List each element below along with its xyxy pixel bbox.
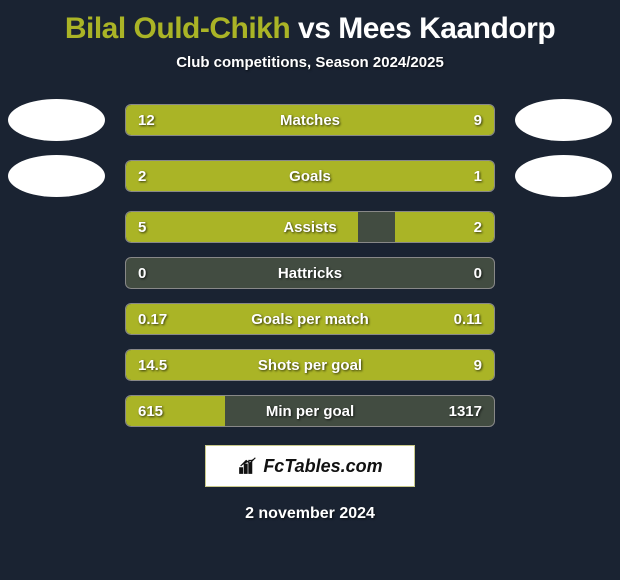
spacer <box>515 319 617 320</box>
stat-label: Goals per match <box>126 304 494 334</box>
stat-label: Matches <box>126 105 494 135</box>
stats-container: 129Matches 21Goals 52Assists 00Hattricks 0.1… <box>0 99 620 427</box>
stat-bar: 14.59Shots per goal <box>125 349 495 381</box>
player1-avatar <box>8 155 105 197</box>
date-text: 2 november 2024 <box>0 505 620 523</box>
stat-label: Hattricks <box>126 258 494 288</box>
stat-row: 52Assists <box>0 211 620 243</box>
spacer <box>515 411 617 412</box>
stat-label: Shots per goal <box>126 350 494 380</box>
stat-row: 6151317Min per goal <box>0 395 620 427</box>
player2-avatar <box>515 155 612 197</box>
logo-box: FcTables.com <box>205 445 415 487</box>
stat-bar: 129Matches <box>125 104 495 136</box>
spacer <box>515 227 617 228</box>
spacer <box>3 319 105 320</box>
comparison-title: Bilal Ould-Chikh vs Mees Kaandorp <box>0 0 620 54</box>
stat-label: Assists <box>126 212 494 242</box>
subtitle: Club competitions, Season 2024/2025 <box>0 54 620 71</box>
spacer <box>3 365 105 366</box>
stat-row: 21Goals <box>0 155 620 197</box>
stat-bar: 6151317Min per goal <box>125 395 495 427</box>
player2-name: Mees Kaandorp <box>338 12 555 45</box>
stat-label: Goals <box>126 161 494 191</box>
logo-text: FcTables.com <box>263 456 382 477</box>
stat-bar: 52Assists <box>125 211 495 243</box>
spacer <box>3 411 105 412</box>
stat-bar: 00Hattricks <box>125 257 495 289</box>
chart-icon <box>237 455 259 477</box>
spacer <box>515 365 617 366</box>
stat-bar: 0.170.11Goals per match <box>125 303 495 335</box>
player1-avatar <box>8 99 105 141</box>
stat-row: 00Hattricks <box>0 257 620 289</box>
spacer <box>3 273 105 274</box>
player1-name: Bilal Ould-Chikh <box>65 12 290 45</box>
stat-row: 129Matches <box>0 99 620 141</box>
stat-label: Min per goal <box>126 396 494 426</box>
spacer <box>515 273 617 274</box>
vs-text: vs <box>298 12 330 45</box>
spacer <box>3 227 105 228</box>
stat-row: 14.59Shots per goal <box>0 349 620 381</box>
stat-bar: 21Goals <box>125 160 495 192</box>
player2-avatar <box>515 99 612 141</box>
stat-row: 0.170.11Goals per match <box>0 303 620 335</box>
